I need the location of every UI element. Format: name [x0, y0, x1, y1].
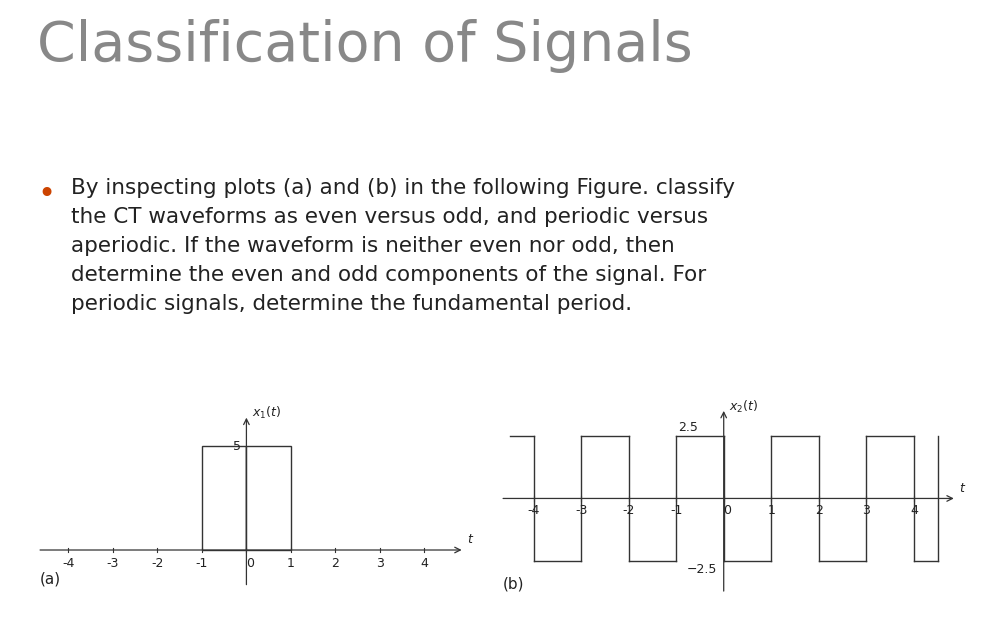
- Text: -3: -3: [575, 504, 588, 517]
- Text: $t$: $t$: [467, 534, 474, 546]
- Text: -1: -1: [196, 557, 208, 570]
- Text: $x_2(t)$: $x_2(t)$: [730, 399, 758, 415]
- Text: Classification of Signals: Classification of Signals: [37, 19, 693, 73]
- Text: 3: 3: [862, 504, 870, 517]
- Text: 2: 2: [332, 557, 339, 570]
- Text: (a): (a): [39, 571, 61, 586]
- Text: -4: -4: [62, 557, 75, 570]
- Text: 1: 1: [767, 504, 775, 517]
- Bar: [202, 446, 246, 550]
- Text: 1: 1: [287, 557, 295, 570]
- Text: 2.5: 2.5: [678, 421, 697, 435]
- Text: 0: 0: [724, 504, 732, 517]
- Text: -1: -1: [670, 504, 683, 517]
- Text: •: •: [37, 180, 55, 209]
- Text: 4: 4: [910, 504, 918, 517]
- Text: $x_1(t)$: $x_1(t)$: [252, 405, 281, 421]
- Bar: [246, 446, 291, 550]
- Text: (b): (b): [502, 577, 524, 591]
- Text: -4: -4: [528, 504, 540, 517]
- Text: -2: -2: [151, 557, 164, 570]
- Text: 3: 3: [376, 557, 384, 570]
- Text: 0: 0: [246, 557, 254, 570]
- Text: -3: -3: [107, 557, 119, 570]
- Text: $t$: $t$: [959, 482, 966, 495]
- Text: By inspecting plots (a) and (b) in the following Figure. classify
the CT wavefor: By inspecting plots (a) and (b) in the f…: [71, 178, 735, 314]
- Text: 5: 5: [233, 440, 241, 453]
- Text: 4: 4: [421, 557, 429, 570]
- Text: −2.5: −2.5: [687, 563, 716, 577]
- Text: 2: 2: [815, 504, 823, 517]
- Text: -2: -2: [623, 504, 635, 517]
